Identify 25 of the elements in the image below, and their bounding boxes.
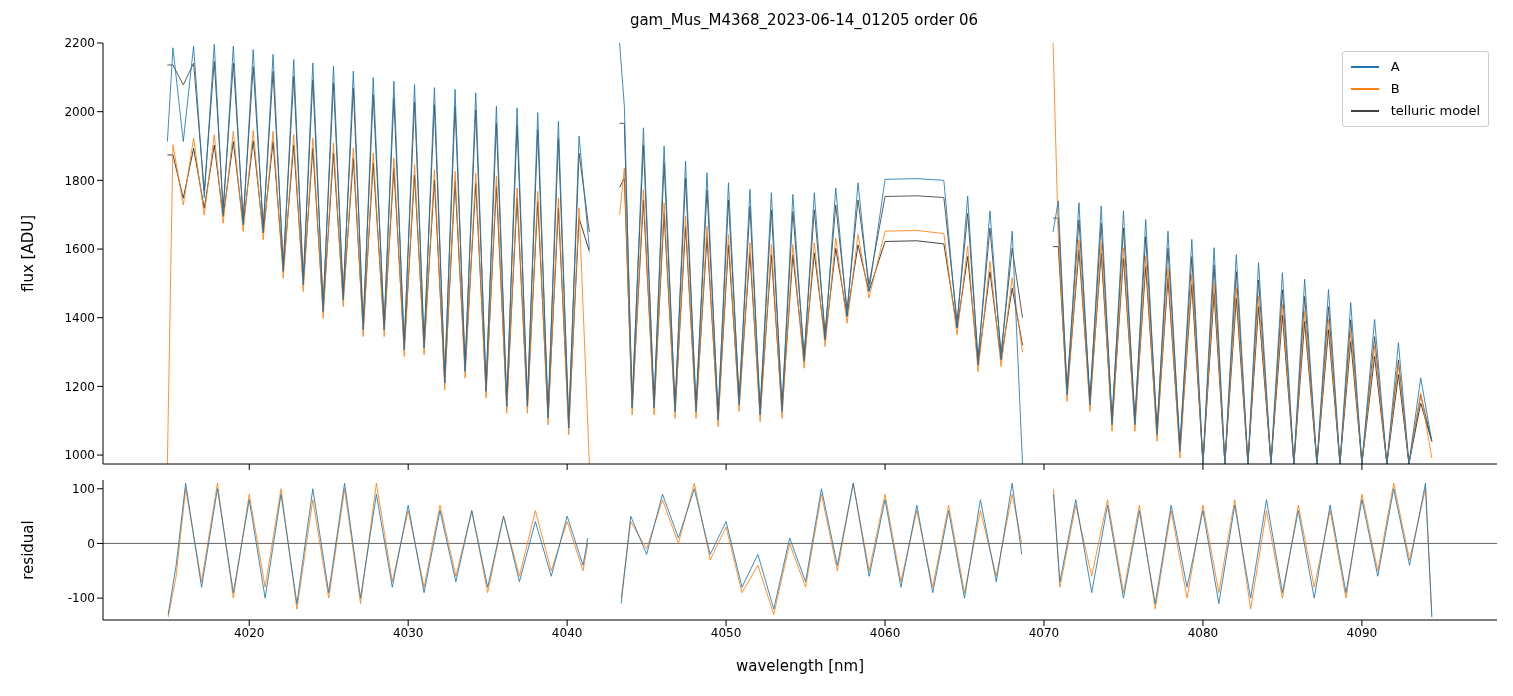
- y-tick-label: 2200: [64, 36, 95, 51]
- legend-label: A: [1390, 58, 1400, 76]
- y-tick-label: 1600: [64, 242, 95, 257]
- x-tick-label: 4040: [551, 625, 583, 640]
- y-tick-label: -100: [67, 591, 95, 606]
- legend-label: telluric model: [1390, 102, 1480, 120]
- x-tick-label: 4080: [1187, 625, 1219, 640]
- x-tick-label: 4030: [392, 625, 424, 640]
- y-tick-label: 0: [87, 536, 95, 551]
- x-axis-title: wavelength [nm]: [736, 657, 864, 675]
- x-tick-label: 4070: [1028, 625, 1060, 640]
- y-tick-label: 1000: [64, 448, 95, 463]
- x-tick-label: 4060: [869, 625, 901, 640]
- y-tick-label: 1200: [64, 379, 95, 394]
- y-axis-title: flux [ADU]: [19, 214, 38, 293]
- y-tick-label: 2000: [64, 104, 95, 119]
- legend-label: B: [1390, 80, 1400, 98]
- x-tick-label: 4020: [233, 625, 265, 640]
- y-tick-label: 1800: [64, 173, 95, 188]
- y-tick-label: 1400: [64, 310, 95, 325]
- chart-title: gam_Mus_M4368_2023-06-14_01205 order 06: [629, 11, 979, 29]
- y-axis-title: residual: [19, 520, 38, 580]
- x-tick-label: 4090: [1346, 625, 1378, 640]
- y-tick-label: 100: [72, 482, 95, 497]
- x-tick-label: 4050: [710, 625, 742, 640]
